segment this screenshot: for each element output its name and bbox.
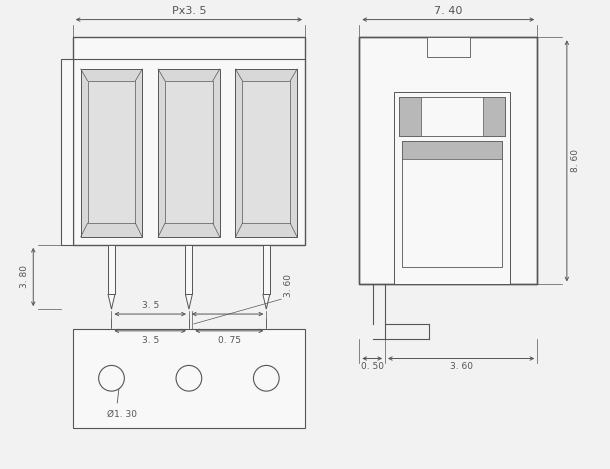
Bar [483,97,504,136]
Bar [399,97,504,136]
Text: 3. 60: 3. 60 [284,274,293,297]
Bar [158,69,220,237]
Bar [402,141,501,159]
Text: Ø1. 30: Ø1. 30 [107,410,137,419]
Text: 3. 60: 3. 60 [450,363,473,371]
Bar [426,38,470,57]
Bar [185,245,192,294]
Bar [399,97,421,136]
Text: 3. 80: 3. 80 [20,265,29,288]
Polygon shape [108,294,115,309]
Circle shape [176,365,202,391]
Bar [88,81,135,223]
Text: Px3. 5: Px3. 5 [171,6,206,15]
Text: 0. 50: 0. 50 [361,363,384,371]
Bar [263,245,270,294]
Bar [235,69,297,237]
Bar [402,141,501,266]
Bar [61,59,73,245]
Bar [165,81,213,223]
Text: 0. 75: 0. 75 [218,336,241,345]
Text: 8. 60: 8. 60 [571,150,580,173]
Text: 7. 40: 7. 40 [434,6,462,15]
Circle shape [253,365,279,391]
Bar [359,38,537,284]
Polygon shape [392,38,508,98]
Text: 3. 5: 3. 5 [142,336,159,345]
Bar [242,81,290,223]
Polygon shape [495,38,537,284]
Bar [81,69,142,237]
Polygon shape [263,294,270,309]
Bar [394,92,509,284]
Bar [108,245,115,294]
Text: 3. 5: 3. 5 [142,301,159,310]
Bar [73,38,305,245]
Bar [359,38,537,284]
Polygon shape [359,38,407,284]
Circle shape [99,365,124,391]
Bar [73,329,305,428]
Polygon shape [185,294,192,309]
